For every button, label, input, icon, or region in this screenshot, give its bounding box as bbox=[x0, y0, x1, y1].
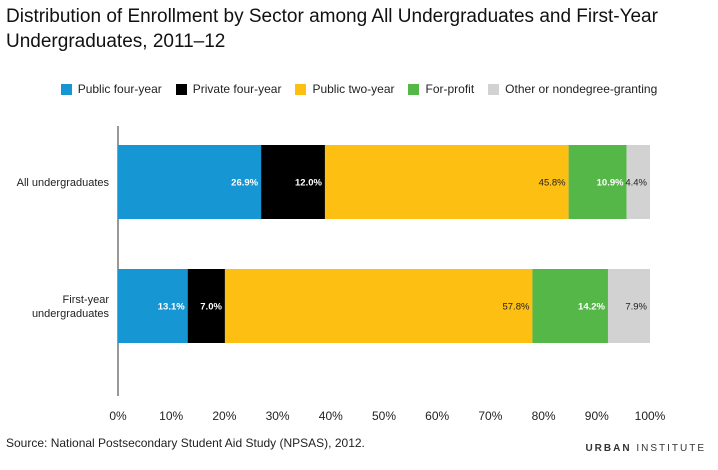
data-label: 12.0% bbox=[295, 178, 322, 189]
brand-light: INSTITUTE bbox=[636, 443, 706, 454]
category-label: All undergraduates bbox=[17, 177, 110, 189]
legend-label: For-profit bbox=[425, 82, 475, 96]
data-label: 7.9% bbox=[625, 302, 647, 313]
x-tick-label: 40% bbox=[319, 409, 343, 423]
bar-segment bbox=[532, 269, 608, 343]
x-tick-label: 70% bbox=[478, 409, 502, 423]
data-label: 7.0% bbox=[200, 302, 222, 313]
x-tick-label: 90% bbox=[585, 409, 609, 423]
bar-segment bbox=[118, 269, 188, 343]
legend-label: Public two-year bbox=[312, 82, 395, 96]
data-label: 13.1% bbox=[158, 302, 185, 313]
legend-swatch bbox=[175, 83, 187, 95]
x-tick-label: 50% bbox=[372, 409, 396, 423]
legend-item: Public four-year bbox=[60, 82, 162, 96]
data-label: 4.4% bbox=[625, 178, 647, 189]
bar-segment bbox=[187, 269, 225, 343]
legend-item: Public two-year bbox=[295, 82, 394, 96]
x-tick-label: 10% bbox=[159, 409, 183, 423]
brand-bold: URBAN bbox=[585, 443, 632, 454]
bar-segment bbox=[261, 145, 325, 219]
bar-segment bbox=[224, 269, 533, 343]
x-tick-label: 30% bbox=[266, 409, 290, 423]
bar-segment bbox=[324, 145, 569, 219]
x-tick-label: 80% bbox=[532, 409, 556, 423]
legend-swatch bbox=[408, 83, 420, 95]
legend: Public four-year Private four-year Public … bbox=[0, 82, 718, 96]
bar-segment bbox=[118, 145, 262, 219]
legend-item: For-profit bbox=[408, 82, 474, 96]
legend-item: Private four-year bbox=[175, 82, 282, 96]
legend-label: Private four-year bbox=[192, 82, 282, 96]
legend-swatch bbox=[488, 83, 500, 95]
x-tick-label: 20% bbox=[212, 409, 236, 423]
brand-logo: URBAN INSTITUTE bbox=[585, 443, 706, 454]
legend-item: Other or nondegree-granting bbox=[488, 82, 657, 96]
x-tick-label: 100% bbox=[635, 409, 666, 423]
legend-swatch bbox=[295, 83, 307, 95]
data-label: 10.9% bbox=[597, 178, 624, 189]
source-note: Source: National Postsecondary Student A… bbox=[6, 436, 365, 450]
legend-label: Other or nondegree-granting bbox=[505, 82, 658, 96]
bar-segment bbox=[607, 269, 650, 343]
x-tick-label: 60% bbox=[425, 409, 449, 423]
category-label: undergraduates bbox=[32, 308, 110, 320]
legend-label: Public four-year bbox=[77, 82, 162, 96]
data-label: 26.9% bbox=[231, 178, 258, 189]
chart-title: Distribution of Enrollment by Sector amo… bbox=[6, 6, 658, 52]
data-label: 14.2% bbox=[578, 302, 605, 313]
data-label: 45.8% bbox=[539, 178, 566, 189]
data-label: 57.8% bbox=[502, 302, 529, 313]
category-label: First-year bbox=[63, 294, 110, 306]
bar-segment bbox=[626, 145, 650, 219]
x-tick-label: 0% bbox=[109, 409, 127, 423]
legend-swatch bbox=[60, 83, 72, 95]
bar-segment bbox=[568, 145, 627, 219]
